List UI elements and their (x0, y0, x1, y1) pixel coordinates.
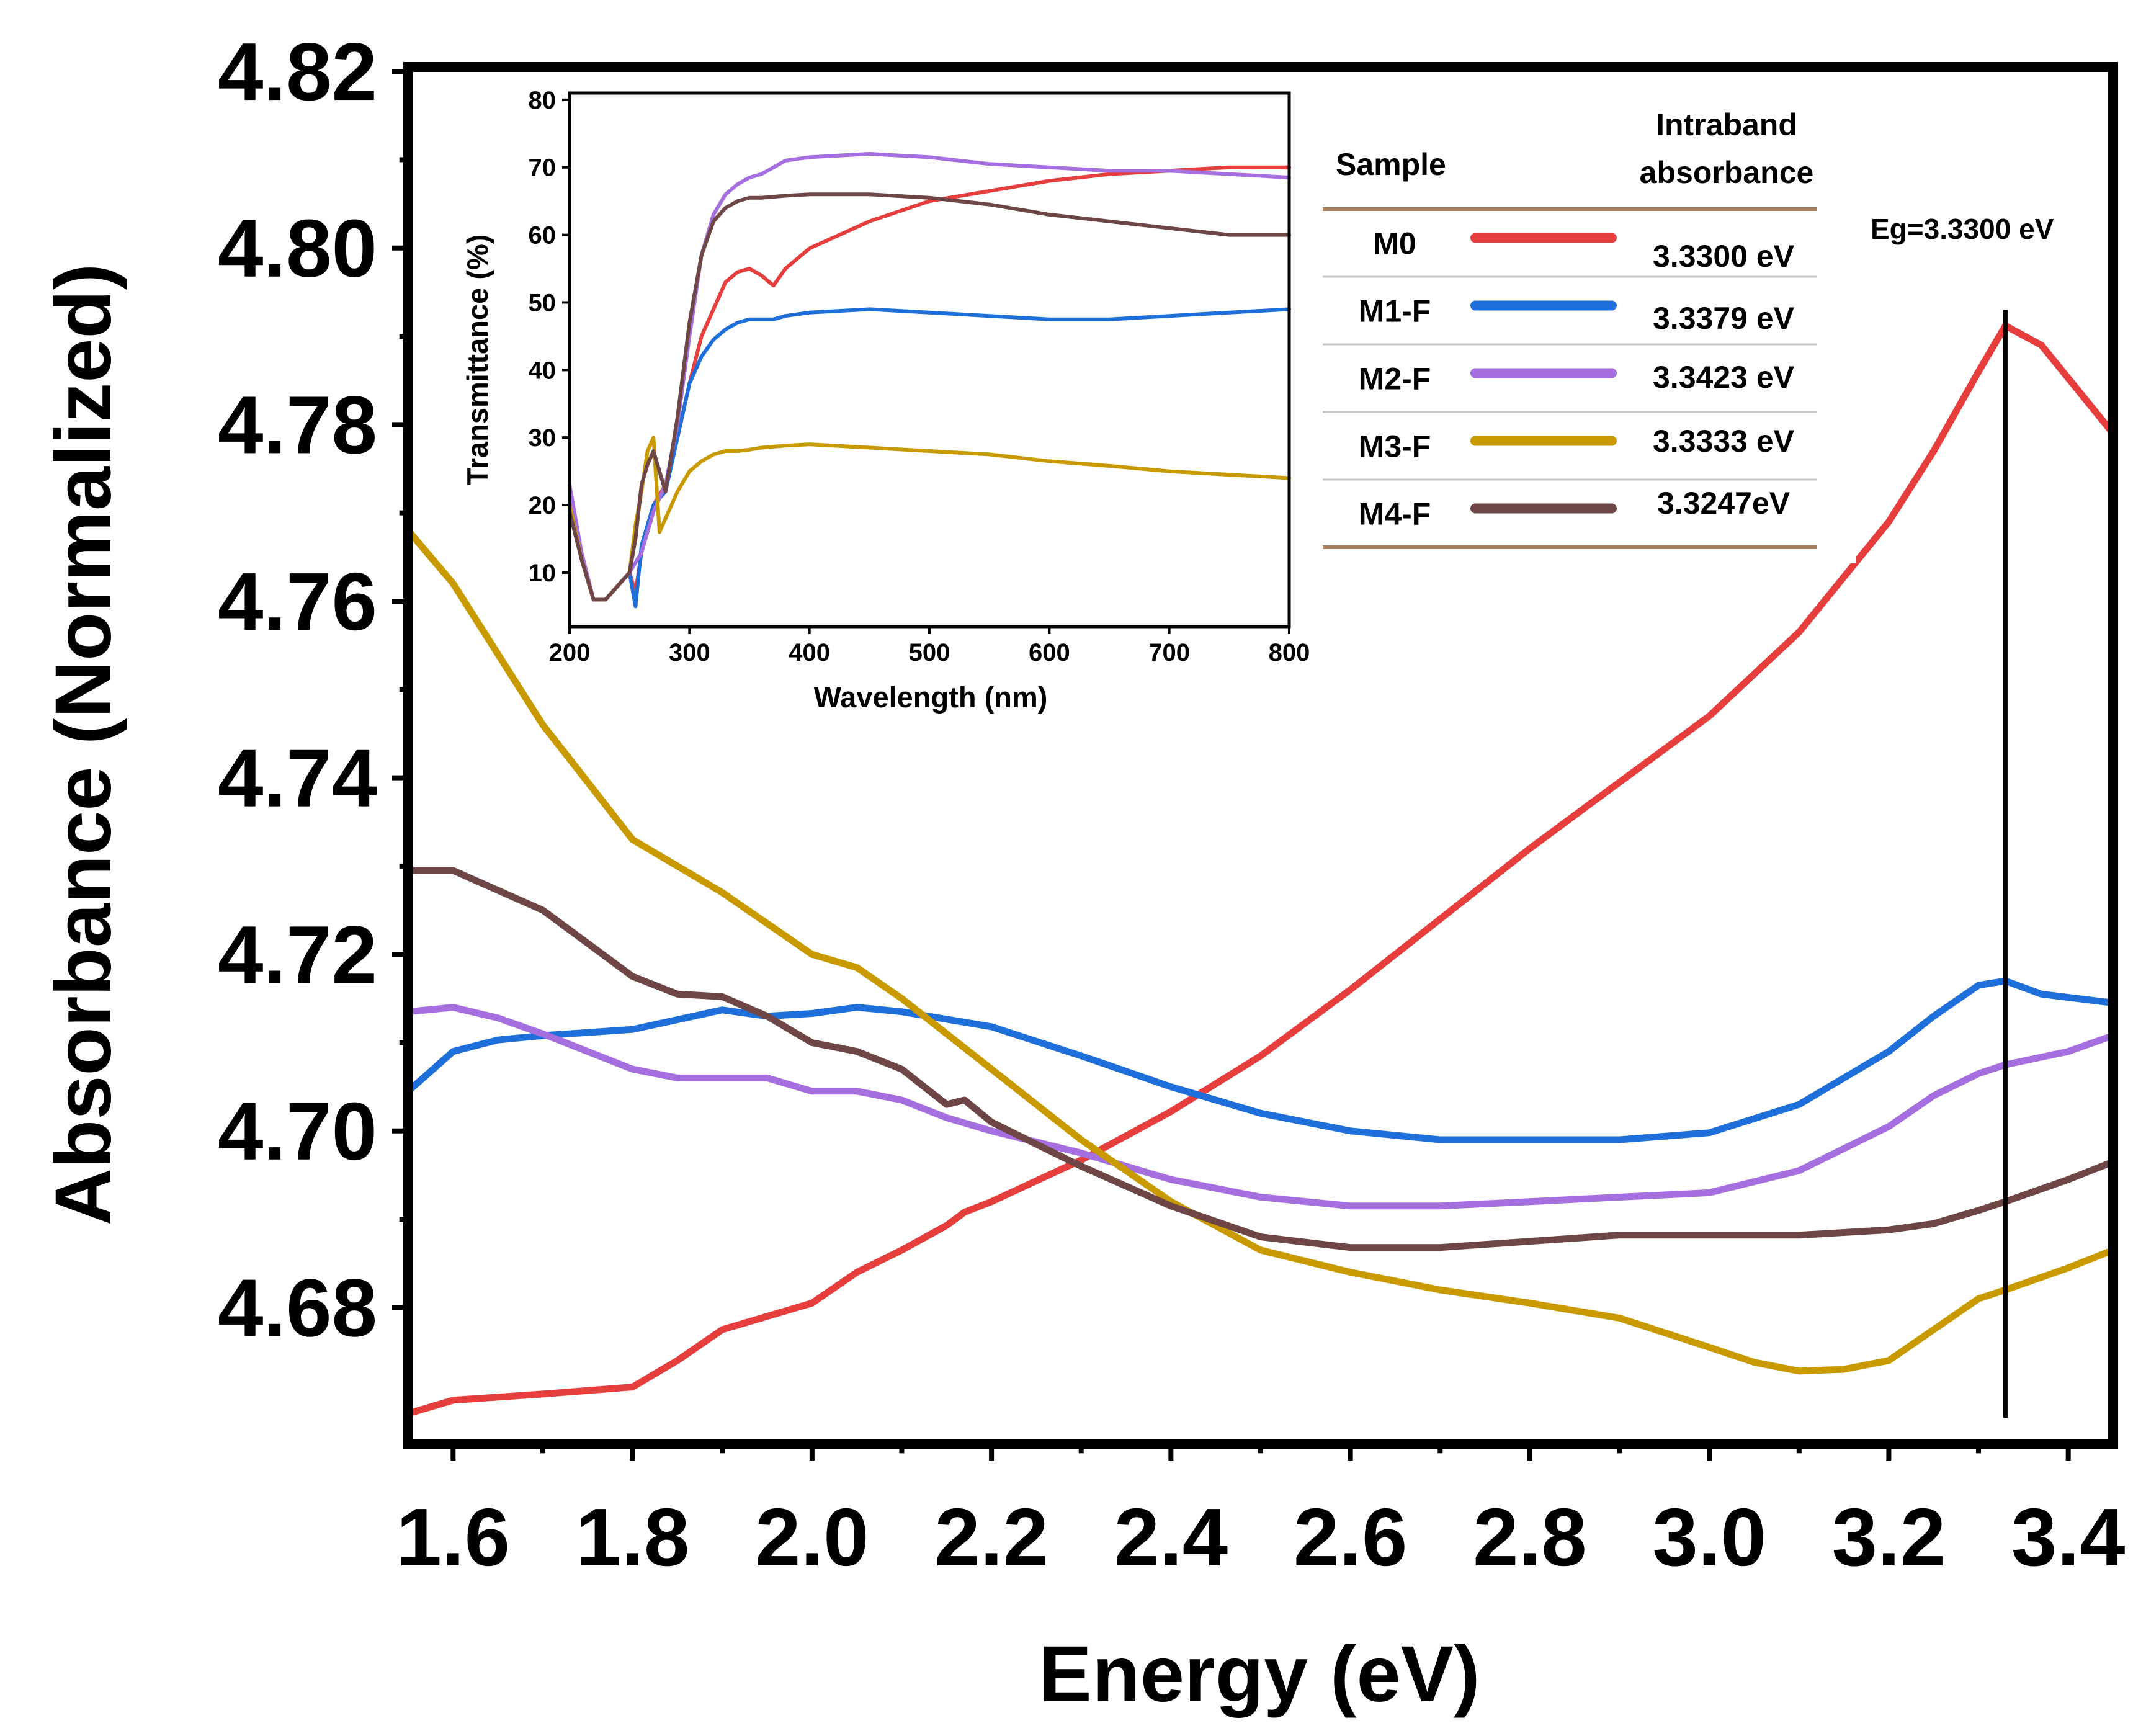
main-y-tick-label: 4.70 (218, 1086, 377, 1177)
inset-x-tick-label: 600 (1029, 639, 1070, 666)
legend-header-absorbance: absorbance (1640, 155, 1814, 190)
main-x-tick-label: 1.6 (396, 1492, 511, 1583)
legend-value-label: 3.3379 eV (1653, 301, 1795, 336)
inset-x-tick-label: 800 (1269, 639, 1310, 666)
main-series-line-m4-f (405, 867, 2117, 1251)
legend-sample-label: M0 (1373, 226, 1416, 261)
legend-sample-label: M2-F (1359, 362, 1431, 396)
main-x-tick-label: 3.0 (1652, 1492, 1766, 1583)
inset-y-tick-label: 20 (529, 492, 557, 519)
inset-y-tick-label: 30 (529, 424, 557, 452)
main-plot-frame (403, 62, 2118, 1449)
legend-table-background (1310, 99, 1856, 563)
inset-plot-frame (568, 91, 1291, 629)
legend-header-sample: Sample (1336, 147, 1446, 182)
inset-x-tick-label: 500 (909, 639, 950, 666)
band-gap-label: Eg=3.3300 eV (1871, 213, 2054, 245)
main-y-tick-label: 4.78 (218, 379, 377, 470)
inset-y-tick-label: 70 (529, 154, 557, 182)
legend-sample-label: M1-F (1359, 294, 1431, 329)
legend-table: Sample Intraband absorbance M0 3.3300 eVM… (1310, 99, 1856, 563)
inset-plot: 200 300 400 500 600 700 800 10 20 30 40 50 60 70 80 Wa… (461, 87, 1310, 714)
inset-y-axis-title: Transmittance (%) (461, 235, 494, 486)
main-series-group (405, 322, 2117, 1417)
legend-rows: M0 3.3300 eV M1-F 3.3379 eV M2-F 3.3423 eV M3-… (1323, 226, 1817, 532)
main-x-tick-label: 1.8 (576, 1492, 690, 1583)
main-x-tick-label: 2.4 (1114, 1492, 1228, 1583)
main-x-tick-label: 2.6 (1294, 1492, 1408, 1583)
main-y-tick-label: 4.76 (218, 556, 377, 647)
legend-value-label: 3.3423 eV (1653, 360, 1795, 395)
inset-y-tick-label: 50 (529, 289, 557, 316)
legend-value-label: 3.3247eV (1657, 486, 1791, 521)
y-axis-title: Absorbance (Normalized) (39, 264, 128, 1226)
inset-tick-labels: 200 300 400 500 600 700 800 10 20 30 40 50 60 70 80 (529, 87, 1310, 666)
main-y-tick-label: 4.74 (218, 733, 377, 824)
inset-series-group (568, 152, 1291, 609)
main-y-tick-label: 4.82 (218, 26, 377, 117)
main-x-tick-label: 2.2 (934, 1492, 1048, 1583)
inset-x-axis-title: Wavelength (nm) (814, 681, 1048, 714)
main-y-tick-label: 4.72 (218, 909, 377, 1000)
main-x-tick-label: 3.4 (2011, 1492, 2126, 1583)
legend-value-label: 3.3333 eV (1653, 424, 1795, 459)
main-x-tick-label: 3.2 (1832, 1492, 1946, 1583)
main-plot: Eg=3.3300 eV 1.6 1.8 2.0 2.2 2.4 2.6 2.8 3.0 3.2… (39, 26, 2125, 1719)
main-tick-labels: 1.6 1.8 2.0 2.2 2.4 2.6 2.8 3.0 3.2 3.4 4.68 4.70 4.… (218, 26, 2125, 1583)
inset-y-tick-label: 80 (529, 87, 557, 114)
inset-x-tick-label: 200 (549, 639, 591, 666)
legend-header-intraband: Intraband (1656, 107, 1797, 142)
legend-sample-label: M3-F (1359, 429, 1431, 464)
main-x-tick-label: 2.8 (1473, 1492, 1587, 1583)
main-y-tick-label: 4.68 (218, 1262, 377, 1353)
x-axis-title: Energy (eV) (1039, 1630, 1480, 1719)
inset-y-tick-label: 10 (529, 560, 557, 587)
inset-x-tick-label: 400 (789, 639, 830, 666)
main-series-line-m1-f (405, 977, 2117, 1143)
inset-y-tick-label: 60 (529, 222, 557, 249)
main-series-line-m2-f (405, 1004, 2117, 1210)
main-series-line-m0 (405, 322, 2117, 1417)
inset-x-tick-label: 700 (1148, 639, 1190, 666)
inset-series-line-m4-f (568, 192, 1291, 602)
main-series-line-m3-f (405, 527, 2117, 1375)
legend-value-label: 3.3300 eV (1653, 239, 1795, 274)
inset-y-tick-label: 40 (529, 357, 557, 384)
legend-sample-label: M4-F (1359, 497, 1431, 532)
inset-x-tick-label: 300 (669, 639, 710, 666)
main-x-tick-label: 2.0 (755, 1492, 869, 1583)
main-y-tick-label: 4.80 (218, 203, 377, 294)
inset-background (557, 88, 1294, 632)
